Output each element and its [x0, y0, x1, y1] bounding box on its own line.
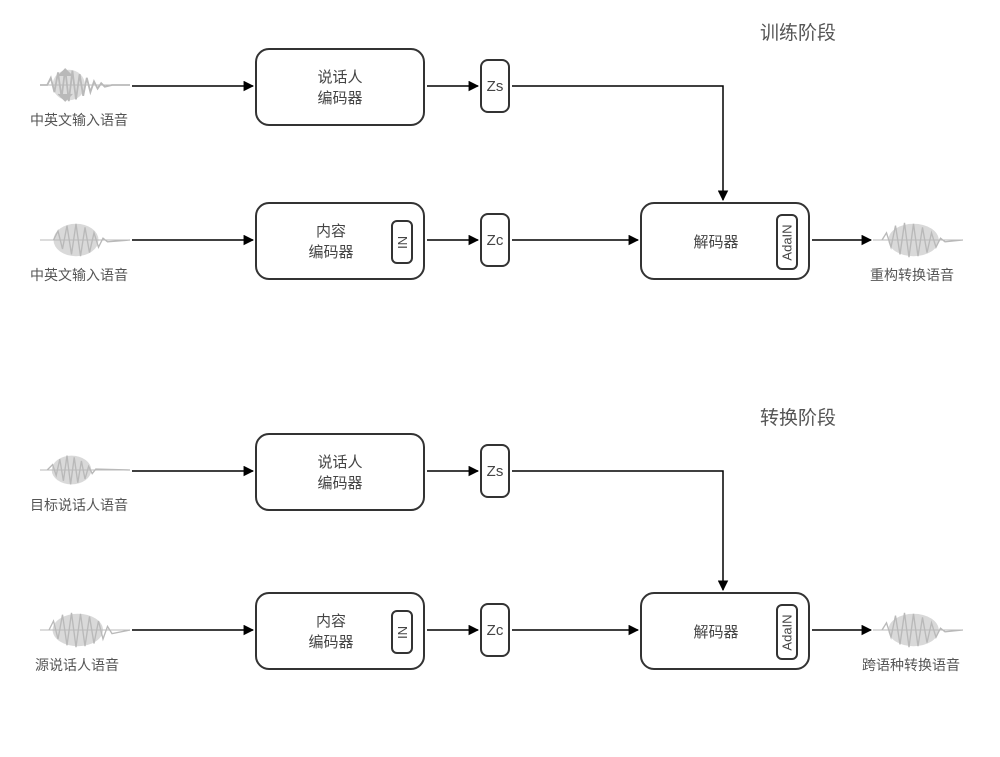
conv-target-wave — [40, 450, 130, 490]
speaker-encoder-l2: 编码器 — [317, 90, 362, 107]
diagram-canvas: 训练阶段 转换阶段 中英文输入语音 说话人 编码器 Zs 中英文输入语音 内容 … — [0, 0, 1000, 757]
conv-target-label: 目标说话人语音 — [30, 495, 128, 515]
content-encoder-l2b: 编码器 — [308, 634, 353, 651]
decoder-label: 解码器 — [693, 234, 738, 251]
conv-speaker-encoder: 说话人 编码器 — [255, 433, 425, 511]
train-zc: Zc — [480, 213, 510, 267]
conv-zc: Zc — [480, 603, 510, 657]
adain-label: AdaIN — [780, 224, 795, 260]
conv-source-wave — [40, 610, 130, 650]
speaker-encoder-l2b: 编码器 — [317, 475, 362, 492]
convert-phase-title: 转换阶段 — [760, 403, 836, 430]
speaker-encoder-l1b: 说话人 — [317, 454, 362, 471]
train-decoder: 解码器 AdaIN — [640, 202, 810, 280]
zs-label-b: Zs — [487, 463, 504, 480]
in-label-b: IN — [395, 626, 410, 639]
train-output-wave — [873, 220, 963, 260]
conv-zs: Zs — [480, 444, 510, 498]
content-encoder-l1b: 内容 — [316, 613, 346, 630]
content-encoder-l1: 内容 — [316, 223, 346, 240]
train-input-wave-bottom — [40, 220, 130, 260]
conv-content-encoder: 内容 编码器 IN — [255, 592, 425, 670]
adain-block: AdaIN — [776, 214, 798, 270]
conv-decoder: 解码器 AdaIN — [640, 592, 810, 670]
in-block: IN — [391, 220, 413, 264]
train-speaker-encoder: 说话人 编码器 — [255, 48, 425, 126]
train-content-encoder: 内容 编码器 IN — [255, 202, 425, 280]
adain-label-b: AdaIN — [780, 614, 795, 650]
zs-label: Zs — [487, 78, 504, 95]
train-input-wave-top — [40, 65, 130, 105]
speaker-encoder-l1: 说话人 — [317, 69, 362, 86]
adain-block-b: AdaIN — [776, 604, 798, 660]
train-input-label-bottom: 中英文输入语音 — [30, 265, 128, 285]
train-input-label-top: 中英文输入语音 — [30, 110, 128, 130]
in-block-b: IN — [391, 610, 413, 654]
content-encoder-l2: 编码器 — [308, 244, 353, 261]
training-phase-title: 训练阶段 — [760, 18, 836, 45]
zc-label-b: Zc — [487, 622, 504, 639]
train-zs: Zs — [480, 59, 510, 113]
conv-output-wave — [873, 610, 963, 650]
conv-output-label: 跨语种转换语音 — [862, 655, 960, 675]
decoder-label-b: 解码器 — [693, 624, 738, 641]
conv-source-label: 源说话人语音 — [35, 655, 119, 675]
zc-label: Zc — [487, 232, 504, 249]
in-label: IN — [395, 236, 410, 249]
train-output-label: 重构转换语音 — [870, 265, 954, 285]
